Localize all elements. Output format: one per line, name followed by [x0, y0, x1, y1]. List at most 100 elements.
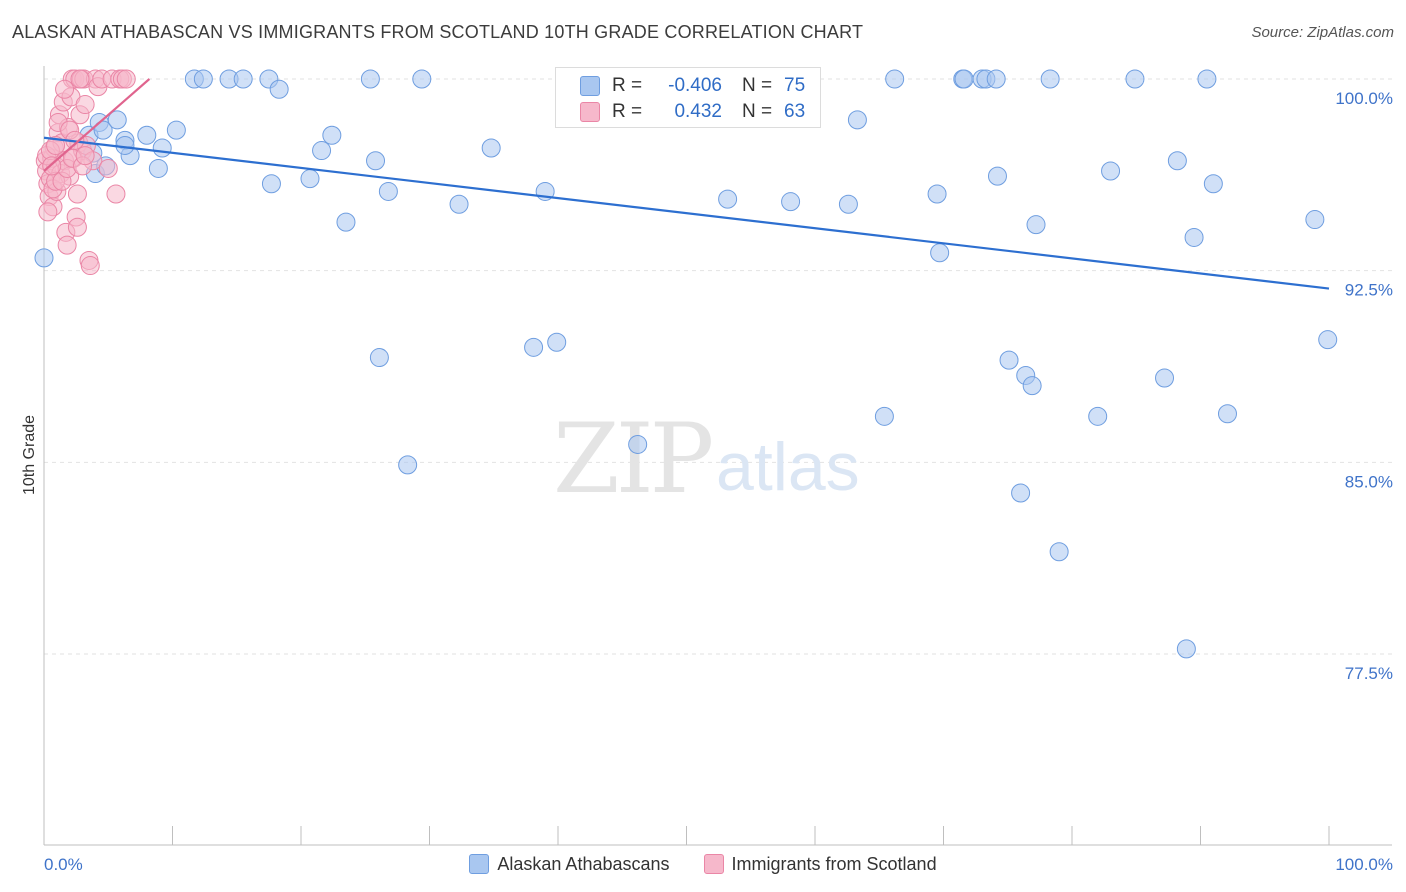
y-axis-label: 10th Grade: [21, 414, 38, 496]
athabascan-point: [547, 332, 567, 352]
scotland-trend-line: [43, 78, 151, 172]
athabascan-point: [1011, 483, 1031, 503]
scotland-point: [67, 217, 87, 237]
watermark-zip: ZIP: [553, 403, 712, 515]
scotland-point: [75, 95, 95, 115]
scotland-point: [70, 69, 90, 89]
athabascan-point: [628, 434, 648, 454]
y-tick-label: 92.5%: [1345, 281, 1393, 300]
athabascan-point: [847, 110, 867, 130]
athabascan-point: [954, 69, 974, 89]
athabascan-point: [300, 169, 320, 189]
scotland-point: [98, 158, 118, 178]
athabascan-point: [261, 174, 281, 194]
athabascan-point: [1305, 210, 1325, 230]
athabascan-point: [322, 125, 342, 145]
series-legend: Alaskan Athabascans Immigrants from Scot…: [0, 852, 1406, 876]
athabascan-point: [312, 141, 332, 161]
chart-title: ALASKAN ATHABASCAN VS IMMIGRANTS FROM SC…: [12, 22, 864, 42]
athabascan-point: [107, 110, 127, 130]
stats-row-athabascan: R = -0.406 N = 75: [580, 73, 805, 99]
athabascan-point: [137, 125, 157, 145]
athabascan-point: [1101, 161, 1121, 181]
athabascan-point: [874, 406, 894, 426]
athabascan-point: [927, 184, 947, 204]
watermark-atlas: atlas: [716, 429, 860, 505]
athabascan-point: [360, 69, 380, 89]
x-tick-label: 0.0%: [44, 855, 83, 874]
athabascan-point: [1088, 406, 1108, 426]
athabascan-point: [781, 192, 801, 212]
athabascan-point: [838, 194, 858, 214]
n-label: N =: [742, 101, 773, 122]
legend-item-athabascans[interactable]: Alaskan Athabascans: [469, 853, 670, 875]
scotland-point: [38, 202, 58, 222]
athabascan-point: [1217, 404, 1237, 424]
legend-label-athabascans: Alaskan Athabascans: [497, 853, 670, 874]
r-value-athabascan: -0.406: [668, 75, 722, 96]
athabascan-point: [930, 243, 950, 263]
athabascan-point: [34, 248, 54, 268]
legend-swatch-athabascans: [469, 854, 490, 874]
athabascan-point: [148, 158, 168, 178]
scotland-point: [46, 135, 66, 155]
athabascan-point: [1176, 639, 1196, 659]
athabascan-point: [1026, 215, 1046, 235]
scotland-point: [80, 256, 100, 276]
stats-legend-box: R = -0.406 N = 75 R = 0.432 N = 63: [555, 67, 821, 128]
athabascan-point: [986, 69, 1006, 89]
athabascan-trend-line: [43, 136, 1330, 290]
r-value-scotland: 0.432: [674, 101, 722, 122]
athabascan-point: [1197, 69, 1217, 89]
athabascan-point: [1040, 69, 1060, 89]
scotland-point: [57, 235, 77, 255]
stats-row-scotland: R = 0.432 N = 63: [580, 99, 805, 125]
scotland-point: [106, 184, 126, 204]
athabascan-point: [1049, 542, 1069, 562]
y-tick-label: 85.0%: [1345, 472, 1393, 491]
athabascan-point: [336, 212, 356, 232]
athabascan-point: [152, 138, 172, 158]
athabascan-point: [166, 120, 186, 140]
athabascan-point: [369, 348, 389, 368]
athabascan-point: [378, 181, 398, 201]
athabascan-point: [1318, 330, 1338, 350]
r-label: R =: [612, 101, 643, 122]
athabascan-point: [999, 350, 1019, 370]
athabascan-point: [1155, 368, 1175, 388]
athabascan-point: [1022, 376, 1042, 396]
athabascan-point: [718, 189, 738, 209]
y-tick-label: 100.0%: [1335, 89, 1393, 108]
n-value-athabascan: 75: [784, 75, 806, 96]
athabascan-point: [366, 151, 386, 171]
athabascan-point: [1203, 174, 1223, 194]
legend-label-scotland: Immigrants from Scotland: [731, 853, 937, 874]
athabascan-point: [233, 69, 253, 89]
source-credit: Source: ZipAtlas.com: [1251, 24, 1394, 41]
athabascan-swatch: [580, 76, 600, 96]
scotland-swatch: [580, 102, 600, 122]
athabascan-point: [524, 337, 544, 357]
athabascan-point: [449, 194, 469, 214]
n-value-scotland: 63: [784, 101, 806, 122]
scotland-point: [67, 184, 87, 204]
scotland-point: [55, 79, 75, 99]
n-label: N =: [742, 75, 773, 96]
athabascan-point: [987, 166, 1007, 186]
r-label: R =: [612, 75, 643, 96]
scotland-point: [75, 146, 95, 166]
athabascan-point: [412, 69, 432, 89]
athabascan-point: [269, 79, 289, 99]
legend-swatch-scotland: [703, 854, 724, 874]
y-tick-label: 77.5%: [1345, 664, 1393, 683]
athabascan-point: [885, 69, 905, 89]
athabascan-point: [93, 120, 113, 140]
x-tick-label: 100.0%: [1335, 855, 1393, 874]
athabascan-point: [1167, 151, 1187, 171]
scotland-point: [116, 69, 136, 89]
athabascan-point: [193, 69, 213, 89]
athabascan-point: [1125, 69, 1145, 89]
legend-item-scotland[interactable]: Immigrants from Scotland: [703, 853, 937, 875]
athabascan-point: [481, 138, 501, 158]
